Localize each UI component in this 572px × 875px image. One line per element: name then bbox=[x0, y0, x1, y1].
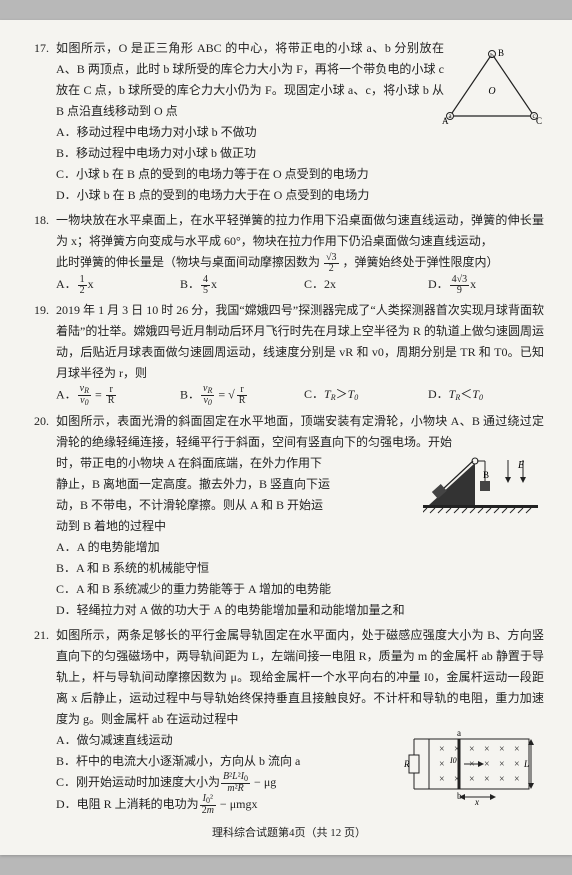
figure-21-rails: ×××××× ××××× ×××××× a b I0 R L x bbox=[404, 727, 534, 814]
svg-text:×: × bbox=[484, 744, 490, 755]
label-a: a bbox=[457, 728, 461, 738]
svg-text:×: × bbox=[514, 774, 520, 785]
figure-17-triangle: B b A a C c O bbox=[442, 46, 542, 133]
q19-text: 2019 年 1 月 3 日 10 时 26 分，我国“嫦娥四号”探测器完成了“… bbox=[56, 300, 544, 384]
q18-number: 18. bbox=[34, 210, 56, 252]
svg-text:b: b bbox=[490, 52, 494, 60]
question-17: B b A a C c O 17. 如图所示，O 是正三角形 ABC 的中心，将… bbox=[34, 38, 544, 206]
svg-text:B: B bbox=[498, 48, 504, 58]
q18-optB: B．45x bbox=[180, 274, 296, 296]
label-R: R bbox=[404, 759, 410, 769]
question-18: 18. 一物块放在水平桌面上，在水平轻弹簧的拉力作用下沿桌面做匀速直线运动，弹簧… bbox=[34, 210, 544, 296]
hatching bbox=[423, 508, 531, 513]
q17-number: 17. bbox=[34, 38, 56, 122]
q18-text: 一物块放在水平桌面上，在水平轻弹簧的拉力作用下沿桌面做匀速直线运动，弹簧的伸长量… bbox=[56, 210, 544, 252]
svg-text:c: c bbox=[532, 112, 535, 120]
q19-optC: C．TR＞T0 bbox=[304, 384, 420, 407]
q19-number: 19. bbox=[34, 300, 56, 384]
svg-text:×: × bbox=[469, 774, 475, 785]
q20-optD: D．轻绳拉力对 A 做的功大于 A 的电势能增加量和动能增加量之和 bbox=[56, 600, 544, 621]
label-L: L bbox=[523, 759, 529, 769]
label-B: B bbox=[483, 470, 489, 480]
q20-optC: C．A 和 B 系统减少的重力势能等于 A 增加的电势能 bbox=[56, 579, 544, 600]
label-I0: I0 bbox=[449, 756, 457, 765]
q18-optA: A．12x bbox=[56, 274, 172, 296]
q19-options: A．vRv0 = rR B．vRv0 = √rR C．TR＞T0 D．TR＜T0 bbox=[56, 384, 544, 407]
q21-text: 如图所示，两条足够长的平行金属导轨固定在水平面内，处于磁感应强度大小为 B、方向… bbox=[56, 625, 544, 730]
svg-text:×: × bbox=[499, 744, 505, 755]
page-footer: 理科综合试题第4页（共 12 页） bbox=[34, 824, 544, 843]
svg-text:×: × bbox=[439, 744, 445, 755]
svg-text:×: × bbox=[469, 744, 475, 755]
q17-optD: D．小球 b 在 B 点的受到的电场力大于在 O 点受到的电场力 bbox=[56, 185, 544, 206]
svg-text:C: C bbox=[536, 116, 542, 126]
question-19: 19. 2019 年 1 月 3 日 10 时 26 分，我国“嫦娥四号”探测器… bbox=[34, 300, 544, 407]
question-21: ×××××× ××××× ×××××× a b I0 R L x 21. bbox=[34, 625, 544, 817]
exam-page: B b A a C c O 17. 如图所示，O 是正三角形 ABC 的中心，将… bbox=[0, 20, 572, 855]
svg-text:×: × bbox=[499, 774, 505, 785]
label-O: O bbox=[488, 86, 495, 97]
q18-optD: D．4√39x bbox=[428, 274, 544, 296]
q17-optC: C．小球 b 在 B 点的受到的电场力等于在 O 点受到的电场力 bbox=[56, 164, 544, 185]
q20-optA: A．A 的电势能增加 bbox=[56, 537, 544, 558]
svg-text:×: × bbox=[484, 774, 490, 785]
q20-number: 20. bbox=[34, 411, 56, 453]
label-x: x bbox=[474, 797, 479, 807]
q18-text2: 此时弹簧的伸长量是（物块与桌面间动摩擦因数为 √32 ，弹簧始终处于弹性限度内） bbox=[56, 252, 544, 274]
q17-optB: B．移动过程中电场力对小球 b 做正功 bbox=[56, 143, 544, 164]
svg-text:×: × bbox=[514, 744, 520, 755]
question-20: B E 20. 如图所示，表面光滑的斜面固定在水平地面，顶端安装有定滑轮，小物块… bbox=[34, 411, 544, 621]
q18-options: A．12x B．45x C．2x D．4√39x bbox=[56, 274, 544, 296]
svg-text:×: × bbox=[439, 774, 445, 785]
q19-optA: A．vRv0 = rR bbox=[56, 384, 172, 407]
q18-prefix: 此时弹簧的伸长量是（物块与桌面间动摩擦因数为 bbox=[56, 255, 320, 269]
q18-suffix: ，弹簧始终处于弹性限度内） bbox=[343, 255, 499, 269]
q19-optD: D．TR＜T0 bbox=[428, 384, 544, 407]
q20-optB: B．A 和 B 系统的机械能守恒 bbox=[56, 558, 544, 579]
q19-optB: B．vRv0 = √rR bbox=[180, 384, 296, 407]
q18-optC: C．2x bbox=[304, 274, 420, 296]
figure-20-incline: B E bbox=[423, 445, 538, 522]
q21-number: 21. bbox=[34, 625, 56, 730]
